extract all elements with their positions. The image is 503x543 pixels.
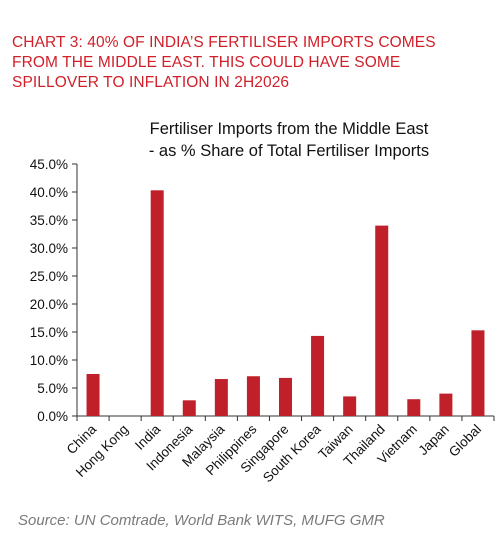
plot-area: 0.0% 5.0% 10.0% 15.0% 20.0% 25.0% 30.0% 35.0% 40… bbox=[30, 157, 495, 485]
x-tick-label: Japan bbox=[415, 422, 452, 459]
chart-headline: CHART 3: 40% OF INDIA’S FERTILISER IMPOR… bbox=[12, 33, 492, 93]
y-tick-label: 25.0% bbox=[30, 269, 68, 284]
y-tick-label: 5.0% bbox=[37, 381, 68, 396]
chart-title-line-1: Fertiliser Imports from the Middle East bbox=[150, 120, 429, 138]
y-tick-label: 10.0% bbox=[30, 353, 68, 368]
bar bbox=[214, 379, 228, 416]
y-tick-label: 15.0% bbox=[30, 325, 68, 340]
bar bbox=[150, 190, 164, 416]
bar bbox=[182, 400, 196, 416]
bar-chart: Fertiliser Imports from the Middle East … bbox=[30, 120, 495, 485]
bar bbox=[407, 399, 421, 416]
bar bbox=[86, 374, 100, 416]
bar bbox=[279, 377, 292, 416]
y-tick-label: 0.0% bbox=[37, 409, 68, 424]
y-tick-label: 20.0% bbox=[30, 297, 68, 312]
bar bbox=[439, 393, 453, 416]
y-tick-label: 35.0% bbox=[30, 213, 68, 228]
chart-title-line-2: - as % Share of Total Fertiliser Imports bbox=[149, 142, 429, 160]
x-tick-label: Global bbox=[446, 422, 484, 460]
bar bbox=[471, 330, 485, 416]
headline-line-3: SPILLOVER TO INFLATION IN 2H2026 bbox=[12, 74, 290, 91]
bar bbox=[311, 335, 325, 416]
y-tick-label: 45.0% bbox=[30, 157, 68, 172]
headline-line-2: FROM THE MIDDLE EAST. THIS COULD HAVE SO… bbox=[12, 54, 401, 71]
y-tick-label: 30.0% bbox=[30, 241, 68, 256]
bar bbox=[375, 225, 389, 416]
headline-line-1: CHART 3: 40% OF INDIA’S FERTILISER IMPOR… bbox=[12, 34, 436, 51]
bar bbox=[246, 376, 260, 416]
y-tick-label: 40.0% bbox=[30, 185, 68, 200]
bar bbox=[343, 396, 357, 416]
source-note: Source: UN Comtrade, World Bank WITS, MU… bbox=[18, 512, 385, 529]
